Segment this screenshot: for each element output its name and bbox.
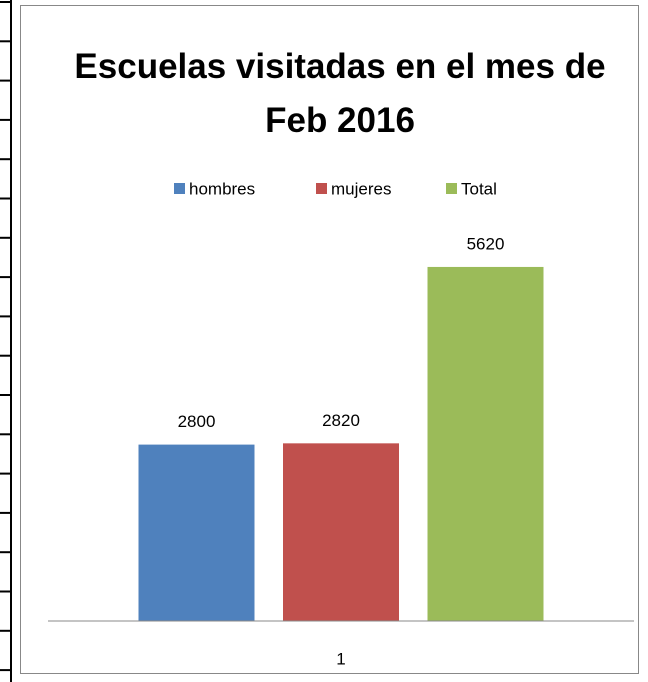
legend-swatch — [316, 183, 327, 194]
bar — [138, 444, 255, 621]
legend-label: hombres — [189, 179, 255, 198]
x-tick-label: 1 — [336, 649, 345, 668]
sheet-grid — [0, 0, 12, 682]
legend-swatch — [174, 183, 185, 194]
legend-label: Total — [461, 179, 497, 198]
chart-title: Escuelas visitadas en el mes de Feb 2016 — [74, 47, 606, 140]
data-label: 2820 — [322, 411, 360, 430]
data-label: 5620 — [467, 234, 505, 253]
legend-label: mujeres — [331, 179, 391, 198]
chart-frame — [20, 5, 639, 674]
legend-swatch — [446, 183, 457, 194]
data-label: 2800 — [178, 412, 216, 431]
bar — [427, 266, 544, 621]
bar — [283, 443, 399, 621]
